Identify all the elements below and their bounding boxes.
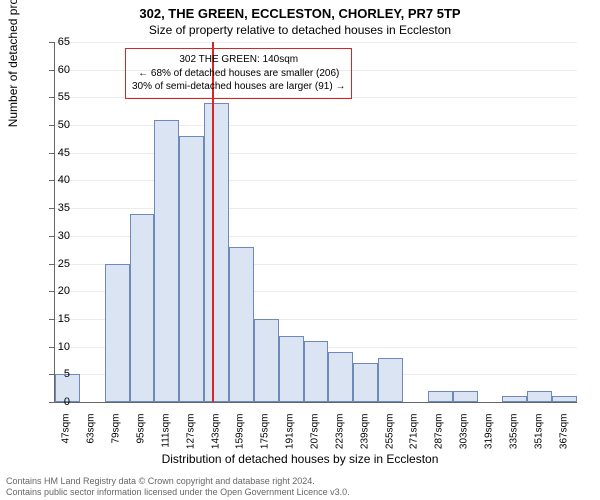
x-tick-label: 191sqm <box>285 414 296 464</box>
y-tick-label: 30 <box>46 230 70 242</box>
histogram-bar <box>204 103 229 402</box>
x-tick-label: 207sqm <box>310 414 321 464</box>
histogram-bar <box>105 264 130 402</box>
histogram-bar <box>229 247 254 402</box>
x-tick-label: 287sqm <box>434 414 445 464</box>
gridline <box>55 125 577 126</box>
gridline <box>55 180 577 181</box>
y-tick-label: 65 <box>46 36 70 48</box>
footer-attribution: Contains HM Land Registry data © Crown c… <box>6 476 350 498</box>
footer-line-2: Contains public sector information licen… <box>6 487 350 498</box>
histogram-bar <box>502 396 527 402</box>
x-tick-label: 223sqm <box>334 414 345 464</box>
annotation-line: 302 THE GREEN: 140sqm <box>132 53 345 67</box>
y-tick-label: 50 <box>46 119 70 131</box>
histogram-bar <box>527 391 552 402</box>
gridline <box>55 208 577 209</box>
histogram-bar <box>154 120 179 402</box>
x-tick-label: 319sqm <box>484 414 495 464</box>
y-tick-label: 10 <box>46 341 70 353</box>
x-tick-label: 127sqm <box>185 414 196 464</box>
x-tick-label: 79sqm <box>111 414 122 464</box>
plot-area: 302 THE GREEN: 140sqm← 68% of detached h… <box>54 42 577 403</box>
histogram-bar <box>130 214 155 402</box>
y-tick-label: 20 <box>46 285 70 297</box>
y-tick-label: 40 <box>46 174 70 186</box>
chart-container: 302, THE GREEN, ECCLESTON, CHORLEY, PR7 … <box>0 0 600 500</box>
x-tick-label: 63sqm <box>86 414 97 464</box>
annotation-line: ← 68% of detached houses are smaller (20… <box>132 67 345 81</box>
x-tick-label: 95sqm <box>136 414 147 464</box>
x-tick-label: 303sqm <box>459 414 470 464</box>
histogram-bar <box>353 363 378 402</box>
gridline <box>55 42 577 43</box>
x-tick-label: 159sqm <box>235 414 246 464</box>
histogram-bar <box>552 396 577 402</box>
x-tick-label: 239sqm <box>359 414 370 464</box>
y-tick-label: 15 <box>46 313 70 325</box>
y-tick-label: 45 <box>46 147 70 159</box>
histogram-bar <box>328 352 353 402</box>
histogram-bar <box>304 341 329 402</box>
chart-title-1: 302, THE GREEN, ECCLESTON, CHORLEY, PR7 … <box>0 0 600 21</box>
y-tick-label: 60 <box>46 64 70 76</box>
x-tick-label: 335sqm <box>508 414 519 464</box>
histogram-bar <box>453 391 478 402</box>
histogram-bar <box>378 358 403 402</box>
y-tick-label: 25 <box>46 258 70 270</box>
x-tick-label: 271sqm <box>409 414 420 464</box>
y-tick-label: 55 <box>46 91 70 103</box>
x-tick-label: 143sqm <box>210 414 221 464</box>
x-tick-label: 367sqm <box>558 414 569 464</box>
x-tick-label: 351sqm <box>533 414 544 464</box>
y-tick-label: 5 <box>46 368 70 380</box>
histogram-bar <box>254 319 279 402</box>
histogram-bar <box>279 336 304 402</box>
y-tick-label: 35 <box>46 202 70 214</box>
x-tick-label: 175sqm <box>260 414 271 464</box>
annotation-box: 302 THE GREEN: 140sqm← 68% of detached h… <box>125 48 352 99</box>
histogram-bar <box>179 136 204 402</box>
x-tick-label: 47sqm <box>61 414 72 464</box>
histogram-bar <box>428 391 453 402</box>
x-tick-label: 111sqm <box>160 414 171 464</box>
y-tick-label: 0 <box>46 396 70 408</box>
gridline <box>55 153 577 154</box>
x-tick-label: 255sqm <box>384 414 395 464</box>
y-axis-label: Number of detached properties <box>6 0 20 127</box>
chart-title-2: Size of property relative to detached ho… <box>0 21 600 37</box>
annotation-line: 30% of semi-detached houses are larger (… <box>132 80 345 94</box>
footer-line-1: Contains HM Land Registry data © Crown c… <box>6 476 350 487</box>
